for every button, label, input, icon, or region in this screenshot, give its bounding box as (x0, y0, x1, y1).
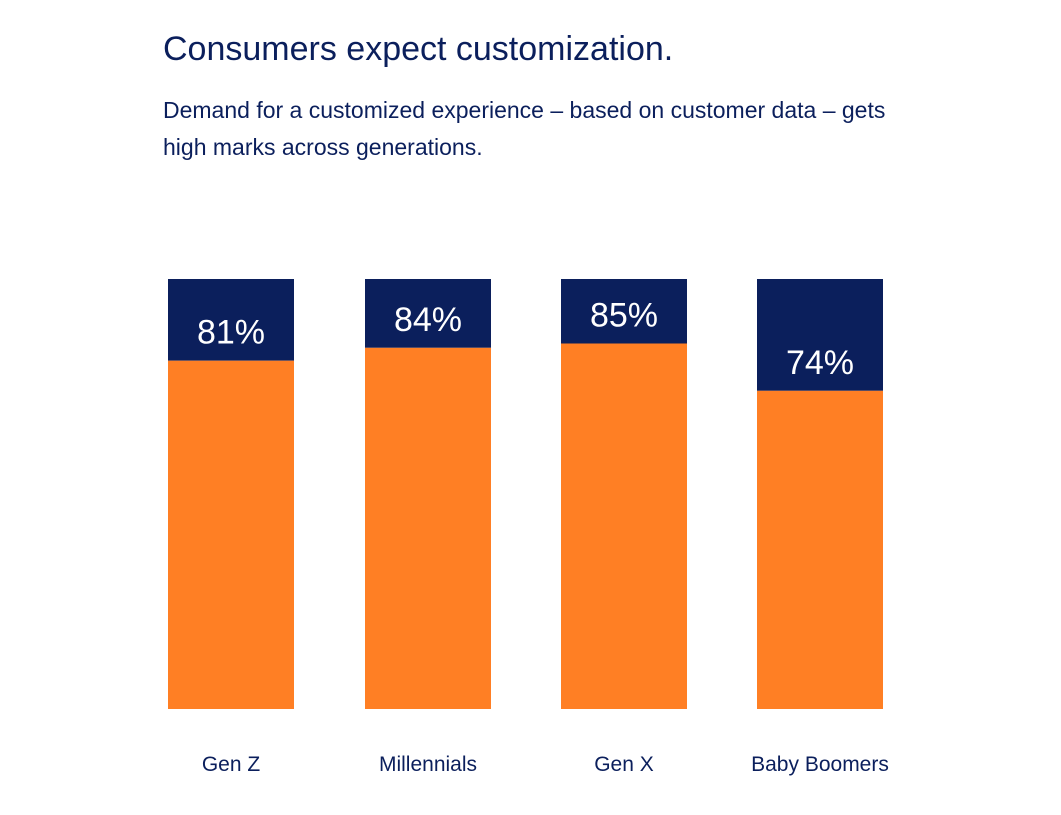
bar-group-millennials: 84% Millennials (365, 279, 491, 776)
bar-millennials (365, 347, 491, 709)
bar-group-gen-x: 85% Gen X (561, 279, 687, 776)
value-label-gen-x: 85% (590, 297, 658, 335)
category-label-gen-x: Gen X (594, 753, 654, 776)
bar-remainder-gen-x (561, 279, 687, 344)
value-label-millennials: 84% (394, 301, 462, 339)
bar-group-gen-z: 81% Gen Z (168, 279, 294, 776)
bar-remainder-gen-z (168, 279, 294, 361)
category-label-baby-boomers: Baby Boomers (751, 753, 889, 776)
chart-subtitle: Demand for a customized experience – bas… (163, 97, 886, 160)
bar-remainder-millennials (365, 279, 491, 348)
bar-gen-z (168, 360, 294, 709)
value-label-baby-boomers: 74% (786, 344, 854, 382)
category-label-millennials: Millennials (379, 753, 477, 776)
bar-gen-x (561, 343, 687, 709)
bar-baby-boomers (757, 390, 883, 709)
chart-title: Consumers expect customization. (163, 30, 674, 68)
bar-remainder-baby-boomers (757, 279, 883, 391)
category-label-gen-z: Gen Z (202, 753, 261, 776)
value-label-gen-z: 81% (197, 314, 265, 352)
bar-group-baby-boomers: 74% Baby Boomers (751, 279, 889, 776)
